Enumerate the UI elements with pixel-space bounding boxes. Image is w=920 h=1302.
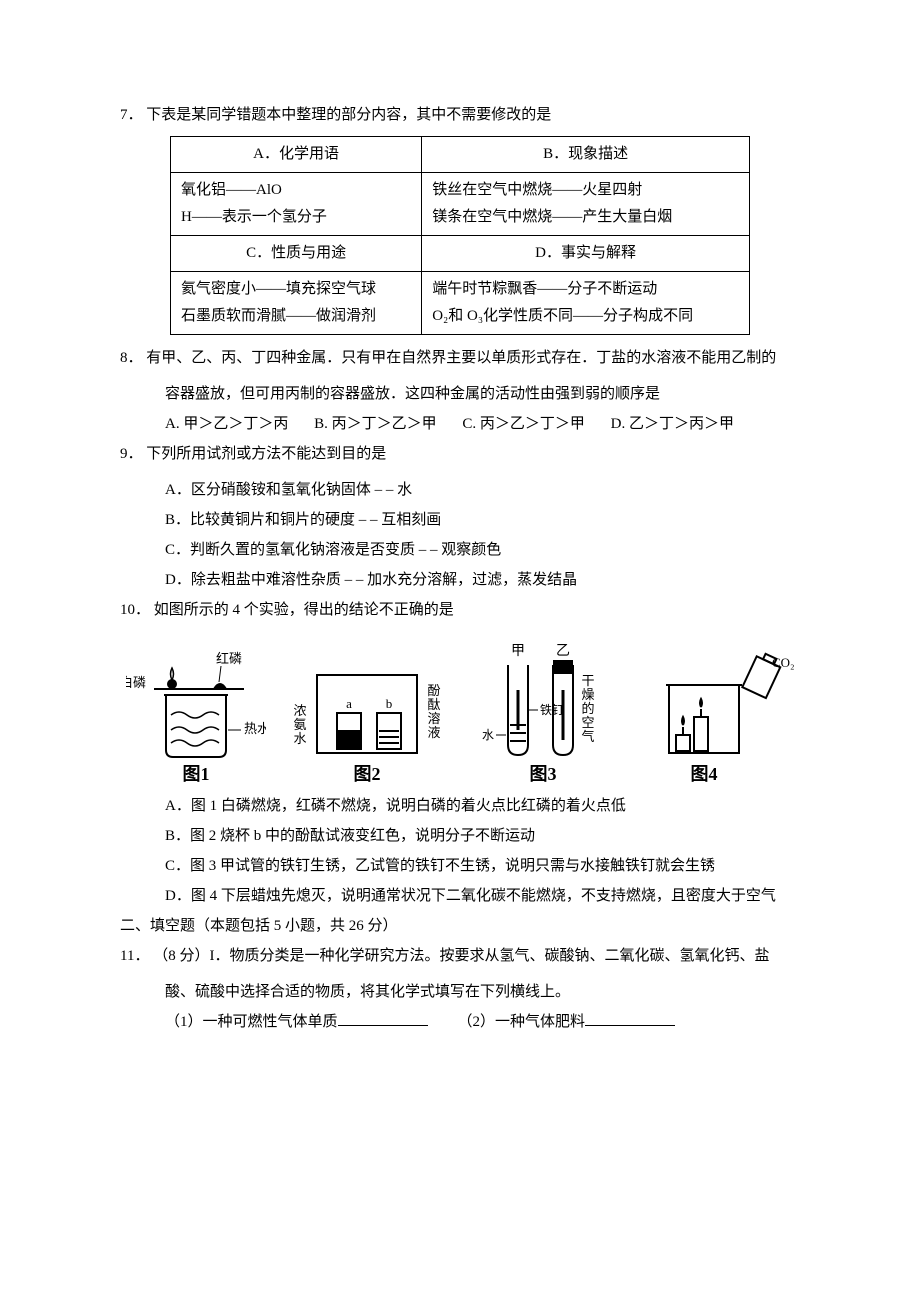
- fig3-label-jia: 甲: [511, 644, 525, 659]
- fig2-label-ammonia: 浓氨水: [294, 703, 307, 746]
- q7-cell: 氦气密度小——填充探空气球 石墨质软而滑腻——做润滑剂: [171, 272, 422, 335]
- q10-number: 10．: [120, 602, 150, 618]
- q7-d2: O₂和 O₃化学性质不同——分子构成不同: [432, 303, 739, 330]
- fig4-label-co2: CO₂: [772, 655, 794, 670]
- q7-a1: 氧化铝——AlO: [181, 177, 411, 204]
- q7-cell: 氧化铝——AlO H——表示一个氢分子: [171, 173, 422, 236]
- q8-option-b: B. 丙＞丁＞乙＞甲: [314, 409, 437, 439]
- q8-stem-line1: 有甲、乙、丙、丁四种金属．只有甲在自然界主要以单质形式存在．丁盐的水溶液不能用乙…: [146, 350, 776, 366]
- section-2-title: 二、填空题（本题包括 5 小题，共 26 分）: [120, 911, 800, 941]
- q9-number: 9．: [120, 446, 143, 462]
- q10-option-d: D．图 4 下层蜡烛先熄灭，说明通常状况下二氧化碳不能燃烧，不支持燃烧，且密度大…: [120, 881, 800, 911]
- q10-stem: 如图所示的 4 个实验，得出的结论不正确的是: [154, 602, 454, 618]
- question-9: 9． 下列所用试剂或方法不能达到目的是: [120, 439, 800, 469]
- q10-option-a: A．图 1 白磷燃烧，红磷不燃烧，说明白磷的着火点比红磷的着火点低: [120, 791, 800, 821]
- q11-stem-line1: （8 分）I．物质分类是一种化学研究方法。按要求从氢气、碳酸钠、二氧化碳、氢氧化…: [153, 948, 769, 964]
- q7-b1: 铁丝在空气中燃烧——火星四射: [432, 177, 739, 204]
- q9-option-c: C．判断久置的氢氧化钠溶液是否变质 – – 观察颜色: [120, 535, 800, 565]
- q7-b2: 镁条在空气中燃烧——产生大量白烟: [432, 204, 739, 231]
- q11-part2: （2）一种气体肥料: [458, 1014, 586, 1030]
- q11-stem-line2: 酸、硫酸中选择合适的物质，将其化学式填写在下列横线上。: [120, 977, 800, 1007]
- q9-option-a: A．区分硝酸铵和氢氧化钠固体 – – 水: [120, 475, 800, 505]
- fig1-caption: 图1: [183, 764, 210, 784]
- q8-stem-line2: 容器盛放，但可用丙制的容器盛放．这四种金属的活动性由强到弱的顺序是: [120, 379, 800, 409]
- question-11: 11． （8 分）I．物质分类是一种化学研究方法。按要求从氢气、碳酸钠、二氧化碳…: [120, 941, 800, 971]
- question-8: 8． 有甲、乙、丙、丁四种金属．只有甲在自然界主要以单质形式存在．丁盐的水溶液不…: [120, 343, 800, 373]
- q9-stem: 下列所用试剂或方法不能达到目的是: [146, 446, 386, 462]
- q7-a2: H——表示一个氢分子: [181, 204, 411, 231]
- q10-figures: 白磷 红磷 热水 图1 a b 浓氨水 酚酞溶液 图2: [120, 635, 800, 785]
- q11-part1: （1）一种可燃性气体单质: [165, 1014, 338, 1030]
- q8-option-d: D. 乙＞丁＞丙＞甲: [611, 409, 734, 439]
- q8-options: A. 甲＞乙＞丁＞丙 B. 丙＞丁＞乙＞甲 C. 丙＞乙＞丁＞甲 D. 乙＞丁＞…: [120, 409, 800, 439]
- q7-cell: 端午时节粽飘香——分子不断运动 O₂和 O₃化学性质不同——分子构成不同: [422, 272, 750, 335]
- q7-header-a: A．化学用语: [171, 137, 422, 173]
- fig2-label-phenol: 酚酞溶液: [428, 683, 441, 740]
- question-7: 7． 下表是某同学错题本中整理的部分内容，其中不需要修改的是: [120, 100, 800, 130]
- fig2-label-a: a: [346, 696, 352, 711]
- q9-option-d: D．除去粗盐中难溶性杂质 – – 加水充分溶解，过滤，蒸发结晶: [120, 565, 800, 595]
- q8-option-a: A. 甲＞乙＞丁＞丙: [165, 409, 288, 439]
- question-10: 10． 如图所示的 4 个实验，得出的结论不正确的是: [120, 595, 800, 625]
- fig1-label-bai: 白磷: [126, 675, 146, 690]
- fig2-label-b: b: [386, 696, 393, 711]
- fig3-caption: 图3: [529, 764, 556, 784]
- q7-c1: 氦气密度小——填充探空气球: [181, 276, 411, 303]
- q7-d1: 端午时节粽飘香——分子不断运动: [432, 276, 739, 303]
- q7-header-b: B．现象描述: [422, 137, 750, 173]
- q7-c2: 石墨质软而滑腻——做润滑剂: [181, 303, 411, 330]
- fig3-label-yi: 乙: [556, 643, 570, 659]
- fig2-caption: 图2: [354, 764, 381, 784]
- q8-number: 8．: [120, 350, 143, 366]
- figure-3: 甲 乙 铁钉 水 干燥的空气 图3: [468, 635, 628, 785]
- fig4-caption: 图4: [690, 764, 717, 784]
- fig3-label-dryair: 干燥的空气: [581, 673, 594, 744]
- q7-number: 7．: [120, 107, 143, 123]
- figure-2: a b 浓氨水 酚酞溶液 图2: [282, 635, 452, 785]
- fig1-label-hong: 红磷: [216, 651, 242, 666]
- q10-option-c: C．图 3 甲试管的铁钉生锈，乙试管的铁钉不生锈，说明只需与水接触铁钉就会生锈: [120, 851, 800, 881]
- q7-header-c: C．性质与用途: [171, 236, 422, 272]
- q7-header-d: D．事实与解释: [422, 236, 750, 272]
- fig3-label-water: 水: [482, 728, 494, 742]
- blank-input[interactable]: [338, 1010, 428, 1026]
- q7-table: A．化学用语 B．现象描述 氧化铝——AlO H——表示一个氢分子 铁丝在空气中…: [170, 136, 750, 335]
- fig1-label-reshui: 热水: [244, 721, 266, 736]
- q9-option-b: B．比较黄铜片和铜片的硬度 – – 互相刻画: [120, 505, 800, 535]
- q11-parts: （1）一种可燃性气体单质 （2）一种气体肥料: [120, 1007, 800, 1037]
- q11-number: 11．: [120, 948, 149, 964]
- figure-4: CO₂ 图4: [644, 635, 794, 785]
- q10-option-b: B．图 2 烧杯 b 中的酚酞试液变红色，说明分子不断运动: [120, 821, 800, 851]
- blank-input[interactable]: [585, 1010, 675, 1026]
- q7-cell: 铁丝在空气中燃烧——火星四射 镁条在空气中燃烧——产生大量白烟: [422, 173, 750, 236]
- fig3-label-nail: 铁钉: [540, 703, 564, 717]
- figure-1: 白磷 红磷 热水 图1: [126, 635, 266, 785]
- q8-option-c: C. 丙＞乙＞丁＞甲: [462, 409, 585, 439]
- q7-stem: 下表是某同学错题本中整理的部分内容，其中不需要修改的是: [146, 107, 551, 123]
